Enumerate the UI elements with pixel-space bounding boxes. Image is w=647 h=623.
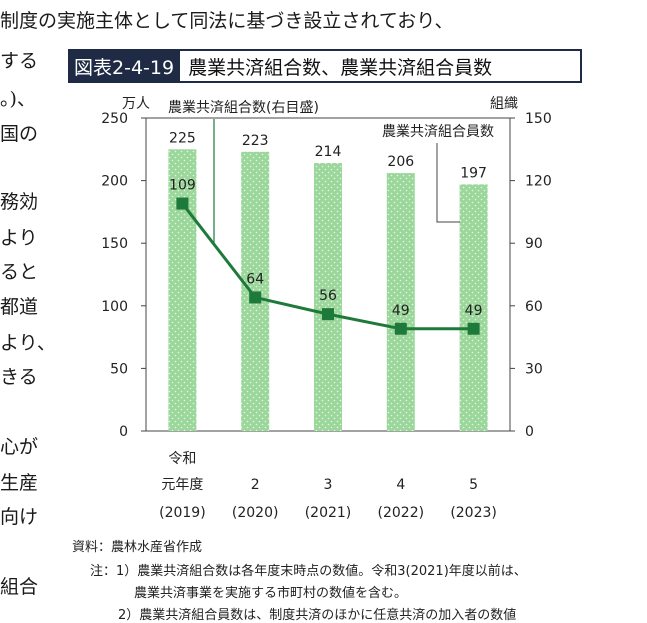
x-tick-label: 2 — [251, 477, 260, 493]
line-value-label: 49 — [465, 303, 483, 319]
bar-value-label: 197 — [460, 165, 487, 181]
x-tick-label: 4 — [396, 477, 405, 493]
y-right-tick-label: 120 — [525, 174, 552, 190]
x-tick-label: (2023) — [450, 505, 497, 521]
x-tick-label: (2019) — [159, 505, 206, 521]
y-right-tick-label: 90 — [525, 236, 543, 252]
figure-title: 農業共済組合数、農業共済組合員数 — [188, 56, 493, 79]
bar-value-label: 223 — [242, 133, 269, 149]
line-marker — [394, 322, 407, 335]
bar — [459, 184, 488, 431]
bar — [314, 163, 342, 431]
y-left-tick-label: 200 — [101, 174, 128, 190]
line-value-label: 109 — [169, 178, 196, 194]
body-text-line: 国の — [0, 123, 39, 145]
y-right-tick-label: 60 — [525, 299, 543, 315]
note-1b: 農業共済事業を実施する市町村の数値を含む。 — [134, 586, 408, 601]
body-text-line: 心が — [0, 436, 39, 458]
x-tick-label: (2020) — [232, 505, 279, 521]
y-right-unit: 組織 — [490, 96, 518, 112]
y-left-tick-label: 50 — [110, 361, 128, 377]
figure-title-box: 図表2-4-19 農業共済組合数、農業共済組合員数 — [68, 49, 582, 83]
line-value-label: 49 — [392, 303, 410, 319]
bar — [168, 149, 197, 432]
x-tick-label: 3 — [324, 477, 333, 493]
body-text-line: 向け — [0, 506, 39, 528]
body-text-line: 組合 — [0, 576, 39, 598]
body-text-line: 都道 — [0, 296, 39, 318]
figure-number: 図表2-4-19 — [70, 51, 181, 81]
note-1a: 注：1）農業共済組合数は各年度末時点の数値。令和3(2021)年度以前は、 — [90, 564, 527, 579]
y-left-tick-label: 150 — [101, 236, 128, 252]
bar — [241, 151, 270, 431]
line-marker — [322, 308, 334, 321]
body-text-line: 生産 — [0, 472, 39, 494]
body-text-line: より — [0, 227, 38, 249]
body-text-line: より、 — [0, 332, 56, 354]
source-note: 資料：農林水産省作成 — [72, 540, 203, 555]
body-text-line: きる — [0, 366, 38, 388]
y-left-tick-label: 250 — [101, 111, 128, 127]
x-tick-label: (2021) — [305, 505, 352, 521]
y-right-tick-label: 0 — [525, 424, 534, 440]
bar-value-label: 214 — [315, 144, 342, 160]
legend-line-series: 農業共済組合数(右目盛) — [168, 100, 319, 116]
x-tick-label: 元年度 — [161, 477, 203, 493]
x-tick-label: 5 — [469, 477, 478, 493]
y-left-tick-label: 100 — [101, 299, 128, 315]
y-right-tick-label: 150 — [525, 111, 552, 127]
y-right-tick-label: 30 — [525, 361, 543, 377]
body-text-line: 務効 — [0, 191, 39, 213]
y-left-unit: 万人 — [122, 96, 150, 112]
line-value-label: 64 — [246, 271, 264, 287]
x-tick-label: (2022) — [378, 505, 425, 521]
body-text-line: 。)、 — [0, 88, 36, 110]
y-left-tick-label: 0 — [119, 424, 128, 440]
line-marker — [176, 197, 189, 210]
line-marker — [249, 291, 262, 304]
x-tick-label: 令和 — [168, 451, 196, 467]
line-marker — [467, 322, 480, 335]
line-value-label: 56 — [319, 288, 337, 304]
body-text-line: する — [0, 50, 39, 72]
body-text-line: 制度の実施主体として同法に基づき設立されており、 — [0, 10, 454, 32]
bar — [386, 173, 415, 431]
legend-bar-series: 農業共済組合員数 — [382, 124, 494, 140]
legend-leader-bar — [436, 143, 460, 223]
body-text-line: ると — [0, 261, 39, 283]
bar-value-label: 225 — [169, 130, 196, 146]
bar-value-label: 206 — [387, 154, 414, 170]
